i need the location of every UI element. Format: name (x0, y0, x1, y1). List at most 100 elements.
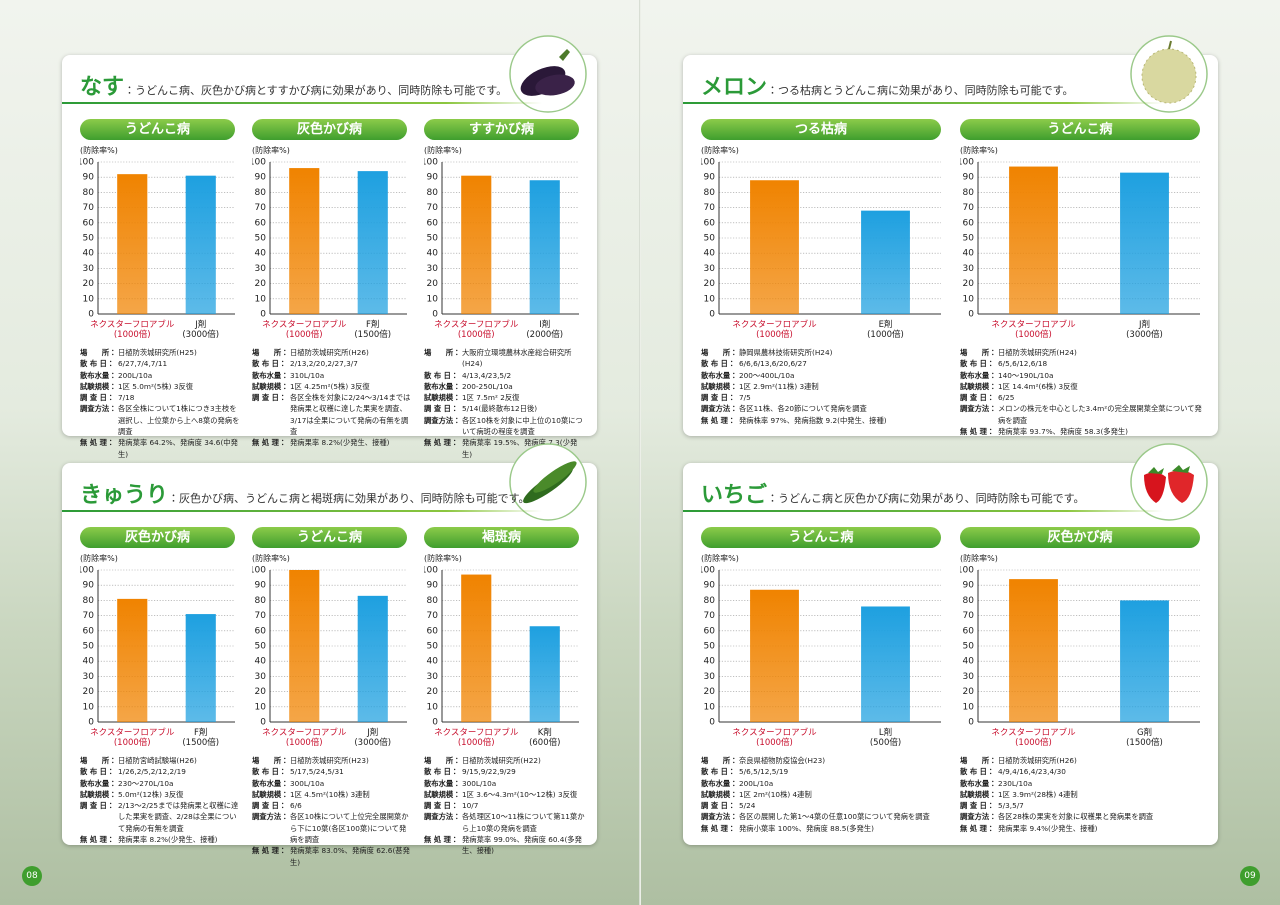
notes: 場 所： 日植防茨城研究所(H22) 散 布 日： 9/15,9/22,9/29 散布水… (424, 755, 585, 857)
x-tick-label: ネクスターフロアブル (1000倍) (262, 320, 347, 340)
note-text: 発病果率 8.2%(少発生、接種) (290, 438, 390, 448)
note-text: 大阪府立環境農林水産総合研究所(H24) (462, 348, 572, 369)
bar (861, 606, 910, 722)
y-tick-label: 100 (424, 158, 438, 168)
note-label: 無 処 理： (80, 835, 115, 845)
y-tick-label: 20 (83, 279, 95, 289)
note: 散布水量： 230L/10a (960, 778, 1206, 789)
plot: 0 10 20 30 40 50 60 70 80 90 100 (80, 566, 235, 728)
description: ：灰色かび病、うどんこ病と褐斑病に効果があり、同時防除も可能です。 (168, 492, 530, 505)
y-tick-label: 60 (704, 218, 716, 228)
y-tick-label: 30 (83, 264, 95, 274)
plot: 0 10 20 30 40 50 60 70 80 90 100 (701, 158, 941, 320)
y-tick-label: 90 (704, 581, 716, 591)
note-text: 1区 3.6～4.3m²(10～12株) 3反復 (462, 789, 578, 799)
note: 調 査 日： 5/24 (701, 800, 947, 811)
note: 散 布 日： 2/13,2/20,2/27,3/7 (252, 358, 413, 369)
note: 散 布 日： 5/17,5/24,5/31 (252, 766, 413, 777)
y-axis-label: (防除率%) (424, 146, 462, 155)
bar (289, 570, 320, 722)
note: 試験規模： 1区 7.5m² 2反復 (424, 392, 585, 403)
note-label: 無 処 理： (80, 438, 115, 448)
notes: 場 所： 日植防茨城研究所(H26) 散 布 日： 2/13,2/20,2/27,3/… (252, 347, 413, 449)
note: 無 処 理： 発病果率 8.2%(少発生、接種) (252, 437, 413, 448)
note: 試験規模： 1区 3.6～4.3m²(10～12株) 3反復 (424, 789, 585, 800)
note-text: 1区 2.9m²(11株) 3連制 (739, 381, 819, 391)
note-text: 発病果率 8.2%(少発生、接種) (118, 835, 218, 845)
y-tick-label: 0 (88, 718, 94, 728)
note-label: 試験規模： (701, 789, 738, 799)
notes: 場 所： 奈良県植物防疫協会(H23) 散 布 日： 5/6,5/12,5/19 散布水… (701, 755, 947, 834)
y-tick-label: 50 (255, 642, 267, 652)
note: 調査方法： メロンの株元を中心とした3.4m²の完全展開葉全葉について発病を調査 (960, 403, 1206, 426)
note-label: 無 処 理： (252, 438, 287, 448)
note: 散布水量： 300L/10a (252, 778, 413, 789)
y-tick-label: 60 (704, 626, 716, 636)
note-text: 2/13～2/25までは発病果と収穫に達した果実を調査、2/28は全果について発… (118, 801, 239, 833)
note-label: 散布水量： (701, 370, 738, 380)
bar (185, 614, 216, 722)
y-tick-label: 10 (427, 702, 439, 712)
bar (289, 168, 320, 314)
y-tick-label: 40 (963, 249, 975, 259)
bar (357, 595, 388, 722)
note: 散 布 日： 5/6,5/12,5/19 (701, 766, 947, 777)
y-tick-label: 100 (960, 158, 974, 168)
y-tick-label: 100 (80, 158, 94, 168)
y-tick-label: 60 (963, 626, 975, 636)
y-tick-label: 100 (960, 566, 974, 576)
chart-title: 褐斑病 (424, 527, 579, 548)
panel-title: メロン：つる枯病とうどんこ病に効果があり、同時防除も可能です。 (701, 69, 1073, 101)
note-label: 場 所： (960, 348, 997, 357)
chart: つる枯病 (防除率%) 0 10 20 30 40 50 60 70 80 90 100 ネクスターフロア… (701, 119, 941, 429)
note-text: 発病果率 9.4%(少発生、接種) (998, 823, 1098, 833)
y-tick-label: 100 (80, 566, 94, 576)
bar (1009, 579, 1058, 722)
chart: うどんこ病 (防除率%) 0 10 20 30 40 50 60 70 80 90 100 ネクスターフロ… (252, 527, 410, 867)
note-label: 調査方法： (701, 404, 738, 414)
note-label: 無 処 理： (252, 846, 287, 856)
note-label: 散布水量： (80, 778, 117, 788)
note: 散 布 日： 6/6,6/13,6/20,6/27 (701, 358, 947, 369)
panel-title: いちご：うどんこ病と灰色かび病に効果があり、同時防除も可能です。 (701, 477, 1084, 509)
note: 調査方法： 各区10株を対象に中上位の10葉について病斑の程度を調査 (424, 415, 585, 438)
chart: 灰色かび病 (防除率%) 0 10 20 30 40 50 60 70 80 90 100 ネクスターフロ… (960, 527, 1200, 837)
note-label: 無 処 理： (960, 427, 995, 437)
note: 散布水量： 300L/10a (424, 778, 585, 789)
y-tick-label: 20 (427, 687, 439, 697)
y-tick-label: 80 (963, 188, 975, 198)
y-tick-label: 20 (255, 687, 267, 697)
y-tick-label: 60 (963, 218, 975, 228)
plot: 0 10 20 30 40 50 60 70 80 90 100 (424, 566, 579, 728)
y-tick-label: 30 (255, 264, 267, 274)
note-text: 5/6,5/12,5/19 (739, 767, 789, 777)
note-label: 無 処 理： (701, 415, 736, 425)
note-label: 無 処 理： (701, 823, 736, 833)
note-label: 場 所： (960, 756, 997, 765)
note: 試験規模： 1区 3.9m²(28株) 4連制 (960, 789, 1206, 800)
note-label: 無 処 理： (960, 823, 995, 833)
note: 場 所： 日植防茨城研究所(H22) (424, 755, 585, 766)
y-tick-label: 10 (963, 702, 975, 712)
description: ：つる枯病とうどんこ病に効果があり、同時防除も可能です。 (767, 84, 1074, 97)
note: 調 査 日： 5/3,5/7 (960, 800, 1206, 811)
y-tick-label: 90 (427, 173, 439, 183)
note-text: 日植防茨城研究所(H26) (998, 756, 1077, 765)
y-tick-label: 30 (704, 672, 716, 682)
bar (529, 626, 560, 722)
note: 散布水量： 200L/10a (701, 778, 947, 789)
note: 試験規模： 1区 4.5m²(10株) 3連制 (252, 789, 413, 800)
y-tick-label: 20 (704, 279, 716, 289)
note-label: 調査方法： (701, 812, 738, 822)
note: 無 処 理： 発病果率 8.2%(少発生、接種) (80, 834, 241, 845)
note-text: 7/5 (739, 393, 751, 403)
bar (461, 175, 492, 314)
y-tick-label: 50 (83, 642, 95, 652)
y-tick-label: 90 (255, 173, 267, 183)
y-tick-label: 80 (83, 188, 95, 198)
y-tick-label: 40 (704, 249, 716, 259)
y-tick-label: 50 (963, 234, 975, 244)
note-label: 調査方法： (424, 415, 461, 425)
y-tick-label: 20 (255, 279, 267, 289)
